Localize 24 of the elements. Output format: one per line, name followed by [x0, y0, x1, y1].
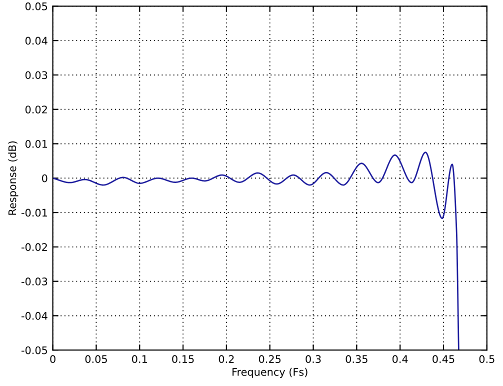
x-tick-label: 0 [50, 355, 56, 364]
y-tick-label: 0.05 [25, 2, 48, 10]
y-tick-label: 0.04 [25, 36, 48, 45]
y-tick-label: -0.03 [22, 278, 48, 286]
x-tick-label: 0.4 [392, 355, 408, 364]
x-tick-label: 0.2 [218, 355, 234, 364]
y-axis-title: Response (dB) [8, 141, 18, 215]
x-tick-label: 0.5 [479, 355, 494, 364]
x-tick-label: 0.3 [306, 355, 321, 364]
x-tick-label: 0.15 [172, 355, 194, 364]
y-tick-label: -0.01 [22, 208, 47, 217]
y-tick-label: -0.02 [22, 243, 47, 252]
x-tick-label: 0.35 [346, 355, 368, 364]
y-tick-label: -0.04 [22, 312, 48, 320]
x-tick-label: 0.25 [258, 355, 281, 364]
x-tick-label: 0.45 [432, 355, 454, 364]
y-tick-label: 0.01 [25, 140, 47, 148]
y-tick-label: 0 [42, 174, 48, 182]
x-tick-label: 0.05 [85, 355, 107, 364]
y-tick-label: 0.02 [25, 106, 47, 114]
y-tick-label: 0.03 [25, 71, 48, 80]
x-tick-label: 0.1 [132, 355, 147, 364]
x-axis-title: Frequency (Fs) [232, 368, 308, 378]
y-tick-label: -0.05 [22, 346, 48, 354]
